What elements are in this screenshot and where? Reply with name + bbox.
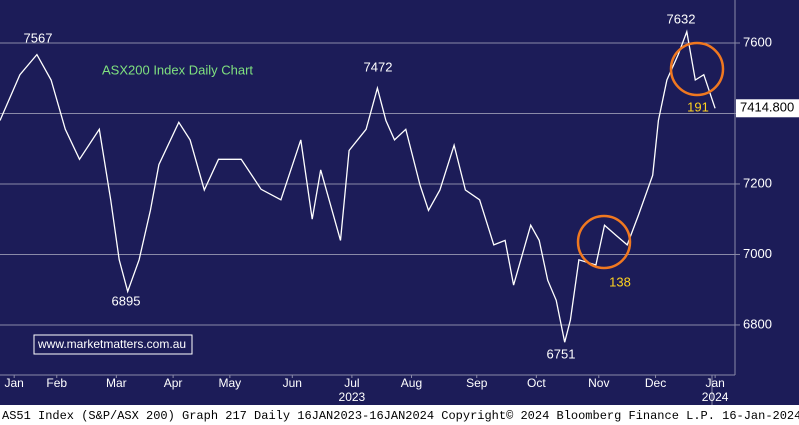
annotation: 7632	[667, 11, 696, 26]
x-tick-label: Jul	[344, 376, 359, 390]
x-tick-label: Apr	[164, 376, 183, 390]
annotation: 6895	[112, 293, 141, 308]
x-tick-label: Mar	[106, 376, 127, 390]
annotation: 7472	[364, 59, 393, 74]
y-tick-label: 6800	[743, 316, 772, 331]
source: www.marketmatters.com.au	[37, 337, 186, 351]
annotation: 7567	[24, 30, 53, 45]
last-price-label: 7414.800	[740, 100, 794, 115]
annotation: 138	[609, 274, 631, 289]
footer: AS51 Index (S&P/ASX 200) Graph 217 Daily…	[2, 409, 799, 423]
x-tick-label: Aug	[401, 376, 422, 390]
x-tick-label: Oct	[527, 376, 546, 390]
chart-title: ASX200 Index Daily Chart	[102, 62, 253, 77]
annotation: 191	[687, 99, 709, 114]
x-tick-label: Jun	[283, 376, 302, 390]
source-box	[33, 334, 193, 355]
footer-bg	[0, 405, 799, 425]
highlight-circle	[576, 214, 632, 270]
last-price-box	[736, 99, 799, 118]
annotation: 6751	[547, 346, 576, 361]
x-tick-label: Jan	[5, 376, 24, 390]
x-tick-label: Jan	[705, 376, 724, 390]
y-tick-label: 7600	[743, 34, 772, 49]
x-tick-label: Feb	[46, 376, 67, 390]
background	[0, 0, 799, 405]
x-tick-label: Dec	[645, 376, 666, 390]
y-tick-label: 7200	[743, 175, 772, 190]
x-tick-label: Nov	[588, 376, 609, 390]
year-label: 2024	[702, 390, 729, 404]
year-label: 2023	[339, 390, 366, 404]
y-tick-label: 7000	[743, 246, 772, 261]
x-tick-label: Sep	[466, 376, 488, 390]
x-tick-label: May	[219, 376, 242, 390]
price-line	[0, 29, 716, 343]
highlight-circle	[669, 41, 725, 97]
